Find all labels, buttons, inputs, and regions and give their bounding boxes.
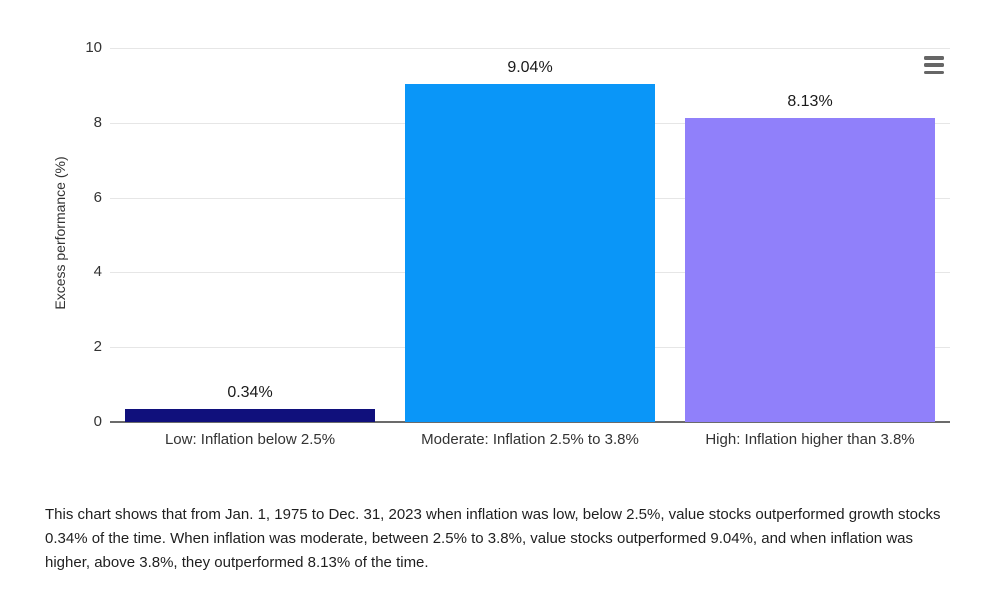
bar-2[interactable]	[405, 83, 655, 422]
y-tick-label: 4	[93, 263, 102, 281]
bar-value-label: 8.13%	[787, 92, 833, 110]
y-tick-label: 2	[93, 338, 102, 356]
description-line: This chart shows that from Jan. 1, 1975 …	[45, 506, 941, 523]
description-line: 0.34% of the time. When inflation was mo…	[45, 530, 913, 547]
bar-3[interactable]	[685, 117, 935, 422]
y-tick-label: 0	[93, 413, 102, 430]
gridline	[110, 48, 950, 49]
x-axis-line	[110, 421, 950, 423]
menu-line	[924, 70, 944, 74]
bar-value-label: 0.34%	[227, 384, 273, 402]
bar-1[interactable]	[125, 409, 375, 422]
x-axis-label: Moderate: Inflation 2.5% to 3.8%	[421, 431, 639, 448]
bar-value-label: 9.04%	[507, 58, 553, 76]
menu-line	[924, 56, 944, 60]
hamburger-menu-icon[interactable]	[921, 53, 947, 77]
y-tick-label: 10	[85, 39, 102, 56]
chart-description: This chart shows that from Jan. 1, 1975 …	[45, 503, 955, 575]
bar-chart: Excess performance (%) 0 2 4 6 8 10 0.34% Low: …	[52, 39, 950, 448]
description-line: higher, above 3.8%, they outperformed 8.…	[45, 554, 429, 571]
x-axis-label: High: Inflation higher than 3.8%	[705, 431, 915, 448]
y-tick-label: 8	[93, 113, 102, 131]
x-axis-label: Low: Inflation below 2.5%	[164, 431, 336, 448]
menu-line	[924, 63, 944, 67]
y-tick-label: 6	[93, 188, 102, 206]
